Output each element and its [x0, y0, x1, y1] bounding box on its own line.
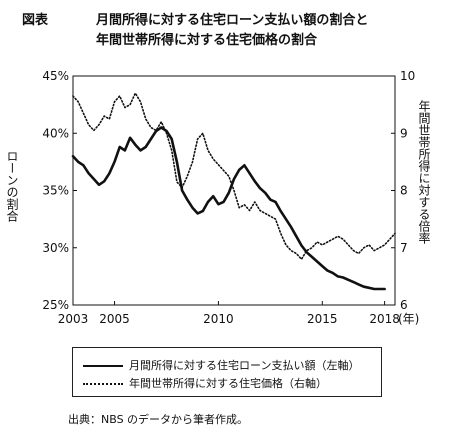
right-axis-label: 年間世帯所得に対する倍率: [417, 100, 431, 244]
x-tick-label: 2003: [58, 312, 89, 326]
legend-dotted-line-swatch: [83, 383, 123, 385]
legend-solid-line-swatch: [83, 365, 123, 367]
chart-title-line-2: 年間世帯所得に対する住宅価格の割合: [96, 33, 318, 48]
legend-item-price-ratio: 年間世帯所得に対する住宅価格（右軸）: [83, 375, 327, 391]
x-tick-label: 2015: [307, 312, 338, 326]
series-lines: [71, 92, 396, 291]
right-tick-label: 8: [400, 184, 408, 198]
left-axis-ticks: 25% 30% 35% 40% 45%: [42, 69, 77, 312]
right-tick-label: 9: [400, 126, 408, 140]
left-tick-label: 30%: [42, 241, 69, 255]
left-tick-label: 35%: [42, 184, 69, 198]
right-tick-label: 7: [400, 241, 408, 255]
legend-label-loan-ratio: 月間所得に対する住宅ローン支払い額（左軸）: [129, 359, 360, 372]
source-note: 出典：NBS のデータから筆者作成。: [68, 413, 249, 426]
x-axis-ticks: 2003 2005 2010 2015 2018(年): [58, 301, 419, 326]
left-tick-label: 25%: [42, 298, 69, 312]
right-tick-label: 6: [400, 298, 408, 312]
left-axis-label: ローンの割合: [5, 150, 19, 222]
chart-legend: 月間所得に対する住宅ローン支払い額（左軸） 年間世帯所得に対する住宅価格（右軸）: [72, 347, 382, 397]
right-axis-ticks: 6 7 8 9 10: [391, 69, 415, 312]
legend-item-loan-ratio: 月間所得に対する住宅ローン支払い額（左軸）: [83, 357, 359, 373]
x-unit-label: (年): [398, 312, 419, 326]
series-line-price-ratio: [72, 92, 396, 261]
x-tick-label: 2018: [369, 312, 400, 326]
right-tick-label: 10: [400, 69, 415, 83]
chart-title-line-1: 月間所得に対する住宅ローン支払い額の割合と: [96, 13, 369, 28]
legend-label-price-ratio: 年間世帯所得に対する住宅価格（右軸）: [129, 377, 327, 390]
left-tick-label: 40%: [42, 126, 69, 140]
left-tick-label: 45%: [42, 69, 69, 83]
series-line-loan-ratio: [71, 126, 386, 291]
x-tick-label: 2010: [203, 312, 234, 326]
figure-label: 図表: [22, 13, 49, 28]
x-tick-label: 2005: [99, 312, 130, 326]
